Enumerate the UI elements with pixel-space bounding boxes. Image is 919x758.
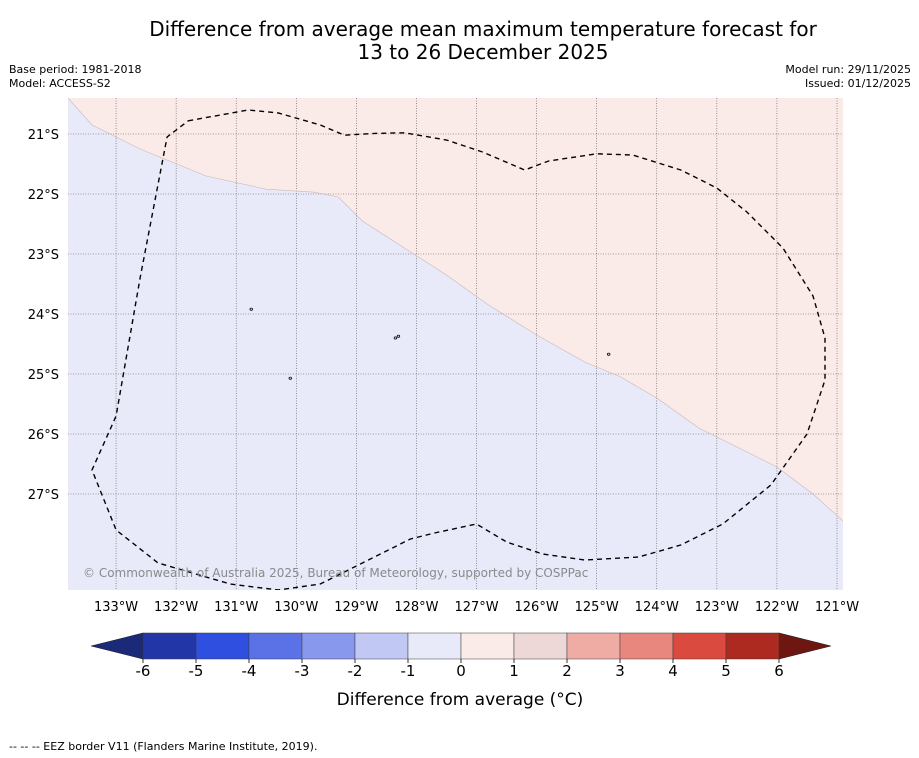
lon-label: 124°W (635, 600, 679, 615)
colorbar-tick-label: 1 (509, 662, 519, 680)
model-run: Model run: 29/11/2025 (785, 63, 911, 76)
lon-label: 130°W (274, 600, 318, 615)
colorbar-tick-label: 6 (774, 662, 784, 680)
meta-left: Base period: 1981-2018 Model: ACCESS-S2 (9, 63, 141, 91)
lon-axis-labels: 133°W 132°W 131°W 130°W 129°W 128°W 127°W 126°W… (94, 600, 859, 615)
colorbar-bin (725, 632, 780, 660)
colorbar-bin (513, 632, 568, 660)
title-line-2: 13 to 26 December 2025 (357, 40, 609, 64)
colorbar-tick-labels: -6 -5 -4 -3 -2 -1 0 1 2 3 4 5 6 (136, 659, 784, 680)
eez-border (91, 109, 826, 590)
colorbar-upper-extend (778, 632, 832, 660)
map-area[interactable] (68, 98, 843, 590)
lon-label: 127°W (454, 600, 498, 615)
title-line-1: Difference from average mean maximum tem… (149, 17, 817, 41)
island-marker (249, 307, 253, 311)
issued-date: Issued: 01/12/2025 (804, 77, 911, 90)
colorbar-bin (460, 632, 515, 660)
model-name: Model: ACCESS-S2 (9, 77, 111, 90)
colorbar-tick-label: -5 (189, 662, 204, 680)
colorbar-bin (142, 632, 197, 660)
colorbar-tick-label: 4 (668, 662, 678, 680)
colorbar-bin (301, 632, 356, 660)
colorbar-tick-label: -6 (136, 662, 151, 680)
lat-label: 26°S (28, 428, 59, 443)
colorbar-tick-label: -1 (401, 662, 416, 680)
chart-title: Difference from average mean maximum tem… (0, 18, 919, 64)
lon-label: 125°W (575, 600, 619, 615)
colorbar-title: Difference from average (°C) (337, 690, 584, 710)
island-marker (396, 334, 401, 338)
lon-label: 121°W (815, 600, 859, 615)
colorbar-bin (566, 632, 621, 660)
colorbar-bin (619, 632, 674, 660)
lat-label: 23°S (28, 248, 59, 263)
colorbar-lower-extend (90, 632, 144, 660)
anomaly-boundary-line (68, 98, 843, 522)
lon-label: 122°W (755, 600, 799, 615)
island-marker (288, 376, 292, 380)
colorbar-tick-label: 2 (562, 662, 572, 680)
lon-label: 129°W (334, 600, 378, 615)
colorbar-tick-label: 3 (615, 662, 625, 680)
colorbar: -6 -5 -4 -3 -2 -1 0 1 2 3 4 5 6 Difference from aver… (90, 632, 832, 710)
colorbar-tick-label: 5 (721, 662, 731, 680)
lon-label: 133°W (94, 600, 138, 615)
lat-label: 22°S (28, 188, 59, 203)
colorbar-bin (407, 632, 462, 660)
island-marker (606, 352, 611, 356)
colorbar-bin (248, 632, 303, 660)
lon-label: 131°W (214, 600, 258, 615)
colorbar-tick-label: -2 (348, 662, 363, 680)
lon-label: 128°W (394, 600, 438, 615)
colorbar-tick-label: -4 (242, 662, 257, 680)
anomaly-region-warm (68, 98, 843, 521)
colorbar-bin (672, 632, 727, 660)
colorbar-tick-label: 0 (456, 662, 466, 680)
lon-label: 123°W (695, 600, 739, 615)
copyright-notice: © Commonwealth of Australia 2025, Bureau… (83, 566, 588, 580)
colorbar-bins (142, 632, 780, 660)
lat-label: 25°S (28, 368, 59, 383)
eez-footnote: -- -- -- EEZ border V11 (Flanders Marine… (9, 740, 318, 753)
lat-label: 24°S (28, 308, 59, 323)
lat-axis-labels: 21°S 22°S 23°S 24°S 25°S 26°S 27°S (28, 128, 59, 503)
island-marker (393, 336, 398, 340)
map-figure: © Commonwealth of Australia 2025, Bureau… (28, 98, 859, 710)
lat-label: 21°S (28, 128, 59, 143)
base-period: Base period: 1981-2018 (9, 63, 142, 76)
colorbar-bin (354, 632, 409, 660)
lon-label: 126°W (515, 600, 559, 615)
colorbar-tick-label: -3 (295, 662, 310, 680)
lon-label: 132°W (154, 600, 198, 615)
colorbar-bin (195, 632, 250, 660)
islands (249, 307, 611, 380)
gridlines (68, 98, 843, 590)
lat-label: 27°S (28, 488, 59, 503)
meta-right: Model run: 29/11/2025 Issued: 01/12/2025 (785, 63, 911, 91)
